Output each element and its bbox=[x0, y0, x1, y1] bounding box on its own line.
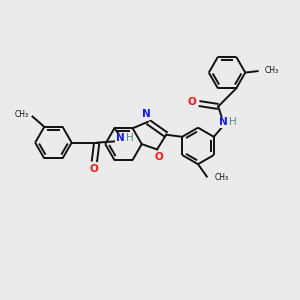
Text: N: N bbox=[219, 117, 228, 127]
Text: N: N bbox=[142, 110, 151, 119]
Text: CH₃: CH₃ bbox=[15, 110, 29, 119]
Text: H: H bbox=[229, 117, 237, 127]
Text: O: O bbox=[90, 164, 99, 174]
Text: CH₃: CH₃ bbox=[264, 66, 278, 75]
Text: H: H bbox=[126, 133, 134, 143]
Text: O: O bbox=[154, 152, 163, 162]
Text: N: N bbox=[116, 133, 124, 143]
Text: O: O bbox=[187, 97, 196, 107]
Text: CH₃: CH₃ bbox=[214, 172, 228, 182]
